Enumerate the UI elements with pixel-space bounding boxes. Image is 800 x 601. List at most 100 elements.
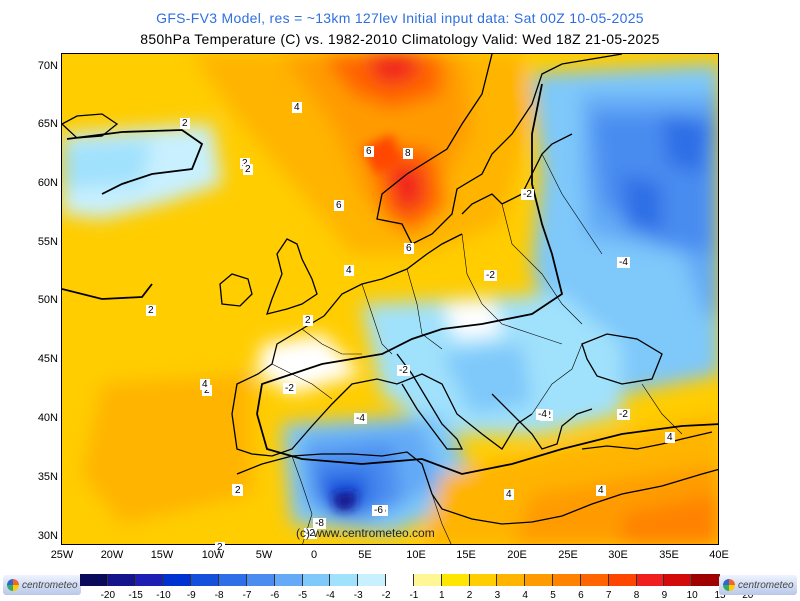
lon-label-25w: 25W [50, 549, 74, 561]
legend-swatch [413, 574, 442, 586]
lon-label-10e: 10E [406, 549, 426, 561]
lat-label-60n: 60N [37, 177, 58, 189]
lon-label-10w: 10W [201, 549, 225, 561]
contour-label: -2 [397, 365, 410, 376]
lon-label-0: 0 [310, 549, 318, 561]
lon-label-20e: 20E [507, 549, 527, 561]
legend-label: -15 [128, 590, 143, 601]
legend-label: -8 [214, 590, 224, 601]
contour-label: 2 [180, 118, 190, 129]
legend-label: 2 [466, 590, 473, 601]
contour-label: 4 [665, 432, 675, 443]
legend-label: -10 [156, 590, 171, 601]
contour-label: 6 [364, 146, 374, 157]
legend-swatch [386, 574, 414, 586]
logo-icon [7, 579, 19, 591]
legend-swatch [330, 574, 359, 586]
lon-label-35e: 35E [659, 549, 679, 561]
anomaly-blobs [62, 54, 718, 544]
legend-swatch [664, 574, 693, 586]
contour-label: -2 [617, 409, 630, 420]
legend-swatch [219, 574, 247, 586]
legend-swatch [302, 574, 331, 586]
contour-label: 2 [146, 305, 156, 316]
contour-label: -6 [372, 505, 385, 516]
contour-label: 2 [240, 158, 250, 169]
logo-left: centrometeo [3, 575, 81, 595]
legend-swatch [246, 574, 275, 586]
copyright-credit: (c) www.centrometeo.com [296, 526, 435, 540]
lat-label-55n: 55N [37, 236, 58, 248]
legend-label: 7 [605, 590, 612, 601]
legend-swatch [469, 574, 498, 586]
map-canvas [62, 54, 718, 544]
legend-label: 9 [661, 590, 668, 601]
contour-label: 2 [243, 164, 253, 175]
color-scale-bar [80, 574, 720, 586]
legend-label: -9 [186, 590, 196, 601]
contour-label: 2 [233, 485, 243, 496]
contour-label: -2 [304, 528, 317, 539]
legend-label: -7 [242, 590, 252, 601]
logo-text-right: centrometeo [738, 579, 794, 591]
legend-label: -20 [100, 590, 116, 601]
temperature-map [61, 53, 719, 545]
contour-label: 2 [303, 315, 313, 326]
legend-swatch [441, 574, 470, 586]
lon-label-5e: 5E [358, 549, 372, 561]
lat-label-30n: 30N [37, 530, 58, 542]
contour-label: 2 [215, 542, 225, 553]
contour-label: -2 [484, 270, 497, 281]
contour-label: -2 [521, 189, 534, 200]
lon-label-40e: 40E [709, 549, 729, 561]
contour-label: 2 [202, 385, 212, 396]
contour-label: 6 [404, 243, 414, 254]
legend-label: 3 [494, 590, 501, 601]
legend-swatch [107, 574, 136, 586]
lat-label-45n: 45N [37, 353, 58, 365]
lon-label-30e: 30E [608, 549, 628, 561]
legend-swatch [80, 574, 108, 586]
zero-isotherm [62, 83, 718, 475]
legend-label: -5 [298, 590, 308, 601]
logo-icon [723, 579, 735, 591]
legend-swatch [553, 574, 581, 586]
legend-swatch [497, 574, 526, 586]
lat-label-40n: 40N [37, 412, 58, 424]
legend-swatch [636, 574, 665, 586]
contour-label: 8 [403, 148, 413, 159]
logo-right: centrometeo [719, 575, 797, 595]
legend-label: 20 [742, 590, 754, 601]
legend-label: -4 [325, 590, 335, 601]
contour-label: 4 [344, 265, 354, 276]
legend-swatch [580, 574, 609, 586]
lat-label-35n: 35N [37, 471, 58, 483]
legend-label: 8 [633, 590, 640, 601]
lat-label-70n: 70N [37, 60, 58, 72]
contour-label: -4 [354, 413, 367, 424]
contour-label: -8 [313, 518, 326, 529]
logo-text-left: centrometeo [22, 579, 78, 591]
legend-label: 15 [714, 590, 726, 601]
title-line-2: 850hPa Temperature (C) vs. 1982-2010 Cli… [140, 31, 660, 47]
legend-label: 4 [522, 590, 528, 601]
legend-swatch [358, 574, 387, 586]
legend-swatch [274, 574, 303, 586]
contour-label: -2 [283, 383, 296, 394]
legend-label: -3 [353, 590, 363, 601]
legend-label: 6 [578, 590, 584, 601]
anomaly-blobs-fine [332, 134, 402, 511]
legend-label: -6 [270, 590, 280, 601]
legend-label: 1 [438, 590, 445, 601]
legend-label: 5 [550, 590, 556, 601]
lon-label-15w: 15W [150, 549, 174, 561]
legend-swatch [135, 574, 164, 586]
lat-label-65n: 65N [37, 118, 58, 130]
contour-label: -4 [536, 409, 549, 420]
contour-label: 4 [504, 489, 514, 500]
legend-label: -2 [381, 590, 391, 601]
lon-label-20w: 20W [100, 549, 124, 561]
legend-label: -1 [409, 590, 419, 601]
lon-label-15e: 15E [456, 549, 476, 561]
lon-label-5w: 5W [255, 549, 273, 561]
